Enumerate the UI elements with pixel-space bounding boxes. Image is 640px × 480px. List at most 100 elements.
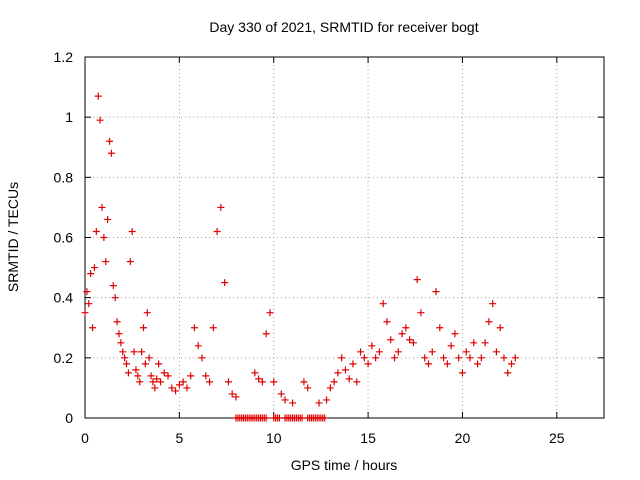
data-point-marker — [349, 360, 357, 368]
data-point-marker — [138, 348, 146, 356]
x-tick-label: 0 — [81, 430, 89, 446]
data-point-marker — [406, 336, 414, 344]
data-point-marker — [209, 324, 217, 332]
data-point-marker — [436, 324, 444, 332]
data-point-marker — [153, 375, 161, 383]
data-point-marker — [360, 354, 368, 362]
data-point-marker — [149, 378, 157, 386]
data-point-marker — [141, 360, 149, 368]
data-point-marker — [217, 203, 225, 211]
data-point-marker — [440, 354, 448, 362]
data-point-marker — [409, 339, 417, 347]
data-point-marker — [270, 378, 278, 386]
y-tick-label: 0.2 — [54, 350, 74, 366]
data-point-marker — [140, 324, 148, 332]
data-point-marker — [394, 348, 402, 356]
data-point-marker — [164, 372, 172, 380]
y-tick-label: 1 — [65, 109, 73, 125]
data-point-marker — [326, 384, 334, 392]
data-point-marker — [417, 309, 425, 317]
data-point-marker — [160, 369, 168, 377]
data-point-marker — [111, 294, 119, 302]
data-point-marker — [109, 282, 117, 290]
data-point-marker — [113, 318, 121, 326]
data-point-marker — [143, 309, 151, 317]
data-point-marker — [379, 300, 387, 308]
data-point-marker — [485, 318, 493, 326]
data-point-marker — [117, 339, 125, 347]
data-point-marker — [187, 372, 195, 380]
data-point-marker — [123, 360, 131, 368]
data-point-marker — [155, 360, 163, 368]
data-point-marker — [262, 330, 270, 338]
data-point-marker — [413, 276, 421, 284]
data-point-marker — [421, 354, 429, 362]
data-point-marker — [190, 324, 198, 332]
data-point-marker — [458, 369, 466, 377]
data-point-marker — [251, 369, 259, 377]
data-point-marker — [345, 375, 353, 383]
data-point-marker — [266, 309, 274, 317]
data-point-marker — [508, 360, 516, 368]
data-point-marker — [368, 342, 376, 350]
data-point-marker — [300, 378, 308, 386]
data-point-marker — [198, 354, 206, 362]
data-point-marker — [115, 330, 123, 338]
data-point-marker — [455, 354, 463, 362]
data-point-marker — [255, 375, 263, 383]
data-point-marker — [213, 227, 221, 235]
data-point-marker — [134, 372, 142, 380]
y-tick-label: 0.8 — [54, 169, 74, 185]
data-point-marker — [121, 354, 129, 362]
data-point-marker — [341, 366, 349, 374]
data-point-marker — [323, 396, 331, 404]
data-point-marker — [338, 354, 346, 362]
data-point-marker — [375, 348, 383, 356]
x-tick-label: 25 — [549, 430, 565, 446]
y-axis-label: SRMTID / TECUs — [5, 182, 21, 292]
x-tick-label: 5 — [175, 430, 183, 446]
data-point-marker — [179, 378, 187, 386]
x-tick-label: 20 — [455, 430, 471, 446]
data-point-marker — [194, 342, 202, 350]
y-tick-label: 1.2 — [54, 49, 74, 65]
data-point-marker — [221, 279, 229, 287]
data-points — [81, 92, 519, 422]
data-point-marker — [383, 318, 391, 326]
data-point-marker — [145, 354, 153, 362]
data-point-marker — [451, 330, 459, 338]
data-point-marker — [107, 149, 115, 157]
data-point-marker — [224, 378, 232, 386]
data-point-marker — [132, 366, 140, 374]
data-point-marker — [147, 372, 155, 380]
data-point-marker — [353, 378, 361, 386]
data-point-marker — [447, 342, 455, 350]
data-point-marker — [500, 354, 508, 362]
data-point-marker — [496, 324, 504, 332]
data-point-marker — [124, 369, 132, 377]
data-point-marker — [387, 336, 395, 344]
data-point-marker — [168, 384, 176, 392]
data-point-marker — [402, 324, 410, 332]
data-point-marker — [128, 227, 136, 235]
data-point-marker — [228, 390, 236, 398]
data-point-marker — [443, 360, 451, 368]
data-point-marker — [357, 348, 365, 356]
data-point-marker — [262, 414, 270, 422]
y-tick-label: 0.4 — [54, 290, 74, 306]
chart-title: Day 330 of 2021, SRMTID for receiver bog… — [209, 19, 478, 35]
data-point-marker — [98, 203, 106, 211]
data-point-marker — [492, 348, 500, 356]
data-point-marker — [81, 309, 89, 317]
data-point-marker — [89, 324, 97, 332]
data-point-marker — [92, 227, 100, 235]
data-point-marker — [364, 360, 372, 368]
data-point-marker — [100, 234, 108, 241]
data-point-marker — [232, 393, 240, 401]
data-point-marker — [172, 387, 180, 395]
data-point-marker — [372, 354, 380, 362]
data-point-marker — [277, 390, 285, 398]
data-point-marker — [474, 360, 482, 368]
